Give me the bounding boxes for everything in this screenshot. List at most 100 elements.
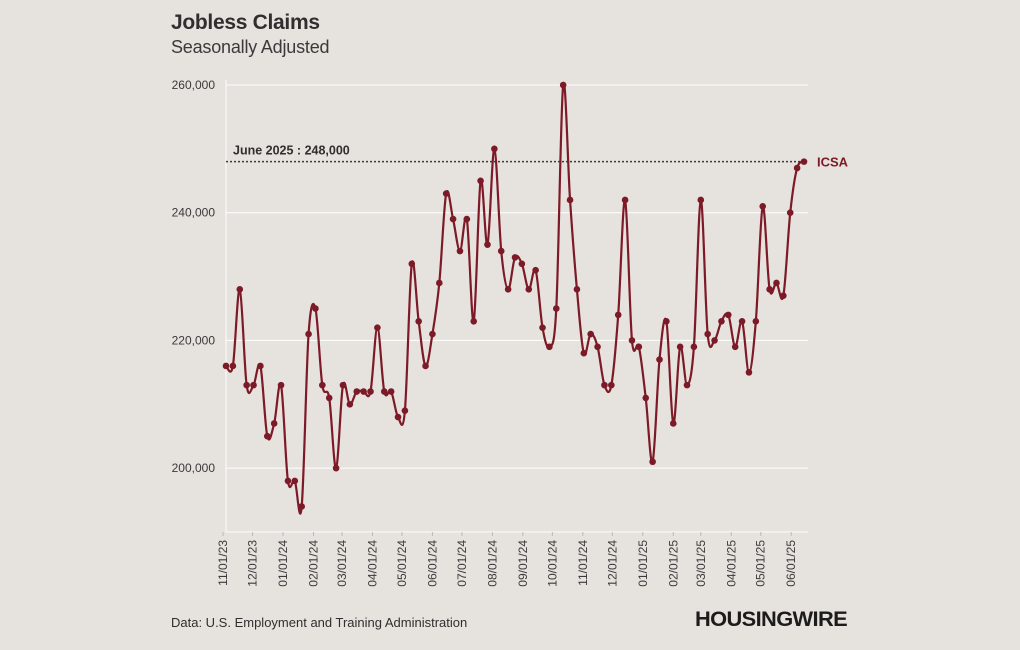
reference-line-group: June 2025 : 248,000 ICSA	[226, 144, 849, 170]
data-point	[642, 394, 650, 402]
chart-subtitle: Seasonally Adjusted	[171, 37, 330, 57]
data-point	[786, 209, 794, 217]
data-point	[429, 330, 436, 338]
data-point	[436, 279, 443, 287]
data-point	[711, 337, 718, 344]
data-point	[683, 381, 691, 389]
x-tick-label: 05/01/25	[754, 540, 768, 587]
data-point	[731, 343, 739, 351]
data-point	[697, 196, 705, 204]
data-point	[415, 317, 422, 325]
data-point	[718, 317, 725, 325]
data-point	[346, 400, 354, 408]
data-point	[484, 241, 491, 248]
x-tick-label: 02/01/24	[306, 540, 320, 587]
data-point	[257, 362, 264, 370]
data-point	[800, 158, 808, 165]
data-point	[401, 407, 409, 414]
x-tick-label: 04/01/25	[724, 540, 738, 587]
data-point	[470, 317, 478, 325]
x-tick-label: 09/01/24	[516, 540, 530, 587]
chart-title: Jobless Claims	[171, 11, 320, 34]
x-tick-label: 03/01/25	[694, 540, 708, 587]
data-point	[766, 286, 773, 293]
reference-line-label: June 2025 : 248,000	[233, 144, 350, 158]
data-point	[725, 311, 732, 319]
data-point	[525, 286, 533, 293]
data-point	[587, 330, 594, 338]
data-point	[291, 477, 299, 485]
x-tick-label: 08/01/24	[485, 540, 499, 587]
data-point	[690, 343, 698, 351]
x-tick-label: 02/01/25	[666, 540, 680, 587]
x-tick-label: 06/01/25	[784, 540, 798, 587]
data-point	[319, 381, 326, 389]
x-tick-label: 03/01/24	[335, 540, 349, 587]
data-point	[422, 362, 429, 370]
data-point	[793, 164, 801, 172]
data-point	[518, 260, 526, 268]
data-point	[456, 247, 464, 255]
data-point	[539, 324, 546, 331]
grid-lines	[225, 80, 808, 532]
data-point	[408, 260, 416, 268]
y-tick-label: 240,000	[172, 206, 216, 220]
data-point	[511, 254, 519, 261]
data-point	[552, 305, 560, 312]
data-point	[649, 458, 656, 466]
x-tick-label: 11/01/24	[576, 540, 590, 586]
x-tick-label: 12/01/23	[246, 540, 260, 587]
data-point	[628, 337, 636, 344]
data-point	[387, 388, 395, 395]
data-point	[339, 381, 347, 389]
data-point	[773, 279, 780, 287]
x-tick-label: 06/01/24	[425, 540, 439, 587]
data-point	[353, 388, 361, 395]
data-point	[442, 190, 450, 197]
data-point	[580, 349, 588, 357]
data-point	[305, 330, 312, 338]
data-point	[263, 432, 271, 440]
data-point	[656, 356, 663, 363]
data-point	[270, 420, 278, 427]
data-point	[284, 477, 292, 485]
data-point	[759, 203, 767, 210]
data-point	[477, 177, 484, 185]
data-point	[780, 292, 787, 300]
data-point	[222, 362, 230, 370]
x-tick-label: 01/01/24	[276, 540, 290, 587]
data-point	[663, 317, 670, 325]
x-tick-label: 11/01/23	[216, 540, 230, 586]
data-point	[752, 317, 760, 325]
y-tick-label: 200,000	[172, 461, 216, 475]
data-point	[325, 394, 333, 402]
x-tick-label: 04/01/24	[365, 540, 379, 587]
data-point	[559, 81, 567, 89]
data-point	[360, 388, 367, 395]
data-point	[449, 215, 457, 223]
data-point	[236, 286, 244, 293]
data-point	[367, 388, 374, 395]
y-axis-ticks: 200,000 220,000 240,000 260,000	[172, 78, 216, 475]
data-point	[635, 343, 643, 351]
series-points	[222, 81, 808, 510]
data-point	[504, 286, 512, 293]
data-point	[669, 420, 677, 427]
data-point	[463, 215, 471, 223]
y-tick-label: 220,000	[172, 333, 216, 347]
data-point	[532, 266, 539, 274]
data-point	[374, 324, 381, 331]
x-tick-label: 07/01/24	[455, 540, 469, 587]
data-point	[380, 388, 388, 395]
data-point	[394, 413, 402, 421]
data-point	[608, 381, 615, 389]
data-point	[497, 247, 505, 255]
data-point	[298, 503, 305, 510]
x-tick-label: 12/01/24	[605, 540, 619, 587]
data-point	[704, 330, 711, 338]
data-point	[676, 343, 684, 351]
x-axis-ticks: 11/01/23 12/01/23 01/01/24 02/01/24 03/01/24…	[216, 532, 798, 587]
x-tick-label: 10/01/24	[545, 540, 559, 587]
data-point	[745, 369, 753, 376]
